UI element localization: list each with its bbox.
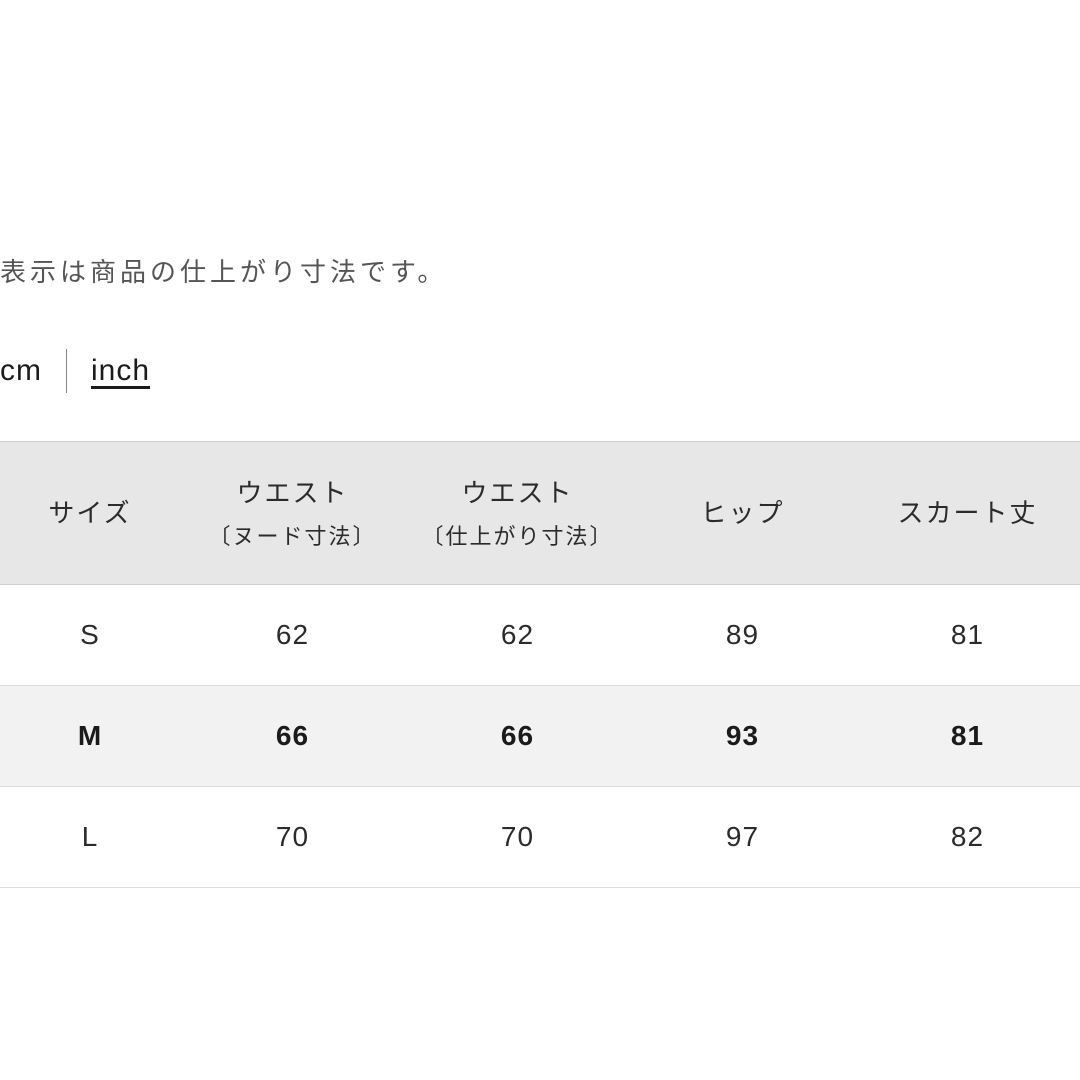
cell-hip: 93	[630, 686, 855, 787]
cell-skirt-length: 81	[855, 585, 1080, 686]
header-waist-finished: ウエスト 〔仕上がり寸法〕	[405, 442, 630, 585]
tab-inch[interactable]: inch	[91, 350, 150, 392]
header-waist-finished-sub: 〔仕上がり寸法〕	[413, 517, 622, 557]
unit-divider	[66, 349, 67, 393]
header-size: サイズ	[0, 442, 180, 585]
table-body: S 62 62 89 81 M 66 66 93 81 L 70 70 97 8…	[0, 585, 1080, 888]
cell-waist-finished: 66	[405, 686, 630, 787]
unit-tabs: cm inch	[0, 349, 1080, 393]
table-row[interactable]: M 66 66 93 81	[0, 686, 1080, 787]
cell-waist-finished: 62	[405, 585, 630, 686]
cell-size: S	[0, 585, 180, 686]
header-waist-nude-main: ウエスト	[236, 478, 348, 508]
cell-hip: 97	[630, 787, 855, 888]
cell-waist-nude: 62	[180, 585, 405, 686]
cell-waist-nude: 70	[180, 787, 405, 888]
table-row[interactable]: L 70 70 97 82	[0, 787, 1080, 888]
cell-skirt-length: 82	[855, 787, 1080, 888]
size-table: サイズ ウエスト 〔ヌード寸法〕 ウエスト 〔仕上がり寸法〕 ヒップ スカート丈…	[0, 441, 1080, 888]
header-waist-nude: ウエスト 〔ヌード寸法〕	[180, 442, 405, 585]
cell-waist-nude: 66	[180, 686, 405, 787]
cell-size: M	[0, 686, 180, 787]
header-waist-finished-main: ウエスト	[461, 478, 573, 508]
table-row[interactable]: S 62 62 89 81	[0, 585, 1080, 686]
cell-hip: 89	[630, 585, 855, 686]
table-header-row: サイズ ウエスト 〔ヌード寸法〕 ウエスト 〔仕上がり寸法〕 ヒップ スカート丈	[0, 442, 1080, 585]
cell-skirt-length: 81	[855, 686, 1080, 787]
header-waist-nude-sub: 〔ヌード寸法〕	[188, 517, 397, 557]
header-hip: ヒップ	[630, 442, 855, 585]
cell-waist-finished: 70	[405, 787, 630, 888]
cell-size: L	[0, 787, 180, 888]
tab-cm[interactable]: cm	[0, 350, 42, 392]
size-chart-panel: 表示は商品の仕上がり寸法です。 cm inch サイズ ウエスト 〔ヌード寸法〕…	[0, 0, 1080, 888]
header-skirt-length: スカート丈	[855, 442, 1080, 585]
description-text: 表示は商品の仕上がり寸法です。	[0, 252, 1080, 289]
